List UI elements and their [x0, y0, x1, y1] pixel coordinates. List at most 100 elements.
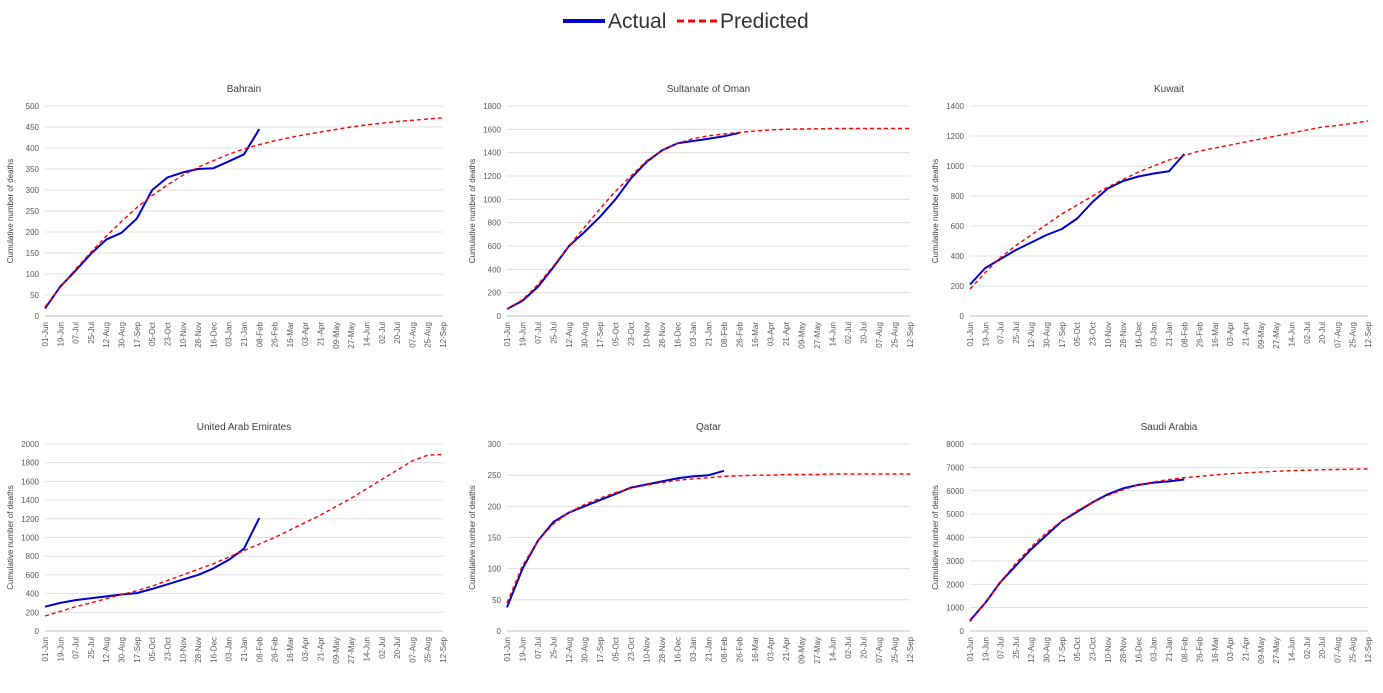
predicted-series-line	[506, 473, 910, 604]
y-tick-label: 1200	[483, 172, 501, 181]
x-tick-label: 16-Mar	[286, 322, 295, 348]
y-tick-label: 2000	[946, 580, 964, 589]
y-tick-label: 1400	[946, 102, 964, 111]
x-tick-label: 03-Jan	[225, 322, 234, 346]
x-tick-label: 07-Aug	[408, 322, 417, 348]
x-tick-label: 25-Aug	[891, 322, 900, 348]
x-tick-label: 30-Aug	[118, 637, 127, 663]
y-tick-label: 250	[26, 207, 40, 216]
y-tick-label: 6000	[946, 487, 964, 496]
chart-qatar: Qatar Cumulative number of deaths 0 50 100 15…	[468, 422, 915, 664]
x-tick-label: 03-Apr	[767, 322, 776, 346]
x-tick-label: 20-Jul	[860, 322, 869, 344]
x-tick-label: 07-Jul	[72, 322, 81, 344]
x-tick-label: 02-Jul	[844, 322, 853, 344]
x-tick-label: 09-May	[798, 322, 807, 349]
chart-title: Kuwait	[1154, 84, 1184, 95]
y-tick-label: 50	[492, 596, 501, 605]
y-tick-label: 1000	[21, 534, 39, 543]
x-tick-label: 12-Sep	[1364, 321, 1373, 347]
x-tick-label: 08-Feb	[1180, 636, 1189, 662]
x-tick-label: 12-Aug	[1027, 637, 1036, 663]
y-tick-label: 600	[26, 571, 40, 580]
x-tick-label: 14-Jun	[362, 637, 371, 661]
x-tick-label: 02-Jul	[1303, 637, 1312, 659]
x-tick-label: 14-Jun	[829, 322, 838, 346]
x-tick-label: 01-Jun	[966, 322, 975, 346]
y-tick-label: 1400	[483, 149, 501, 158]
y-tick-label: 1600	[21, 477, 39, 486]
x-tick-label: 02-Jul	[378, 322, 387, 344]
x-tick-label: 28-Nov	[658, 637, 667, 663]
x-tick-label: 30-Aug	[118, 322, 127, 348]
x-tick-label: 26-Feb	[1196, 321, 1205, 347]
x-tick-label: 12-Aug	[565, 637, 574, 663]
x-tick-label: 23-Oct	[1088, 321, 1097, 346]
x-tick-label: 16-Mar	[1211, 322, 1220, 348]
x-tick-label: 26-Feb	[271, 636, 280, 662]
x-tick-label: 28-Nov	[194, 322, 203, 348]
x-tick-label: 08-Feb	[1180, 321, 1189, 347]
x-tick-label: 21-Jan	[240, 322, 249, 346]
x-tick-label: 27-May	[1272, 637, 1281, 664]
x-tick-label: 19-Jun	[56, 322, 65, 346]
x-tick-label: 03-Apr	[767, 637, 776, 661]
y-tick-label: 600	[488, 242, 502, 251]
predicted-series-line	[969, 468, 1369, 623]
x-tick-label: 23-Oct	[627, 321, 636, 346]
x-tick-label: 17-Sep	[596, 636, 605, 662]
chart-bahrain: Bahrain Cumulative number of deaths 0 50 100…	[6, 84, 448, 349]
y-tick-label: 1000	[483, 195, 501, 204]
y-tick-label: 0	[497, 627, 502, 636]
y-axis-label: Cumulative number of deaths	[468, 485, 477, 590]
x-tick-label: 23-Oct	[1088, 636, 1097, 661]
x-tick-label: 23-Oct	[163, 636, 172, 661]
x-tick-label: 05-Oct	[1073, 636, 1082, 661]
x-tick-label: 01-Jun	[503, 322, 512, 346]
y-tick-label: 150	[488, 534, 502, 543]
x-tick-label: 12-Sep	[439, 321, 448, 347]
x-tick-label: 21-Jan	[705, 637, 714, 661]
actual-series-line	[969, 153, 1186, 286]
x-tick-label: 21-Jan	[1165, 322, 1174, 346]
x-tick-label: 09-May	[798, 637, 807, 664]
y-tick-label: 3000	[946, 557, 964, 566]
x-tick-label: 19-Jun	[519, 637, 528, 661]
chart-title: Bahrain	[227, 84, 261, 95]
x-tick-label: 07-Aug	[875, 637, 884, 663]
x-tick-label: 05-Oct	[148, 321, 157, 346]
x-tick-label: 03-Jan	[225, 637, 234, 661]
x-tick-label: 12-Sep	[1364, 636, 1373, 662]
chart-title: Qatar	[696, 422, 722, 433]
y-tick-label: 1800	[483, 102, 501, 111]
x-tick-label: 25-Aug	[1349, 637, 1358, 663]
y-tick-label: 300	[488, 440, 502, 449]
y-tick-label: 200	[26, 228, 40, 237]
x-tick-label: 27-May	[347, 322, 356, 349]
x-tick-label: 27-May	[813, 322, 822, 349]
x-tick-label: 17-Sep	[133, 636, 142, 662]
chart-united-arab-emirates: United Arab Emirates Cumulative number of…	[6, 422, 448, 664]
y-tick-label: 200	[488, 289, 502, 298]
y-tick-label: 100	[26, 270, 40, 279]
x-tick-label: 17-Sep	[1058, 321, 1067, 347]
y-tick-label: 0	[497, 312, 502, 321]
x-tick-label: 21-Jan	[240, 637, 249, 661]
predicted-series-line	[506, 127, 910, 310]
x-tick-label: 26-Feb	[271, 321, 280, 347]
y-tick-label: 1600	[483, 125, 501, 134]
x-tick-label: 20-Jul	[1318, 637, 1327, 659]
y-tick-label: 0	[35, 312, 40, 321]
y-tick-label: 400	[26, 590, 40, 599]
y-tick-label: 50	[30, 291, 39, 300]
actual-series-line	[506, 131, 740, 310]
x-tick-label: 10-Nov	[179, 637, 188, 663]
y-tick-label: 1200	[21, 515, 39, 524]
chart-kuwait: Kuwait Cumulative number of deaths 0 200 400…	[931, 84, 1373, 349]
x-tick-label: 02-Jul	[1303, 322, 1312, 344]
x-tick-label: 25-Aug	[424, 322, 433, 348]
x-tick-label: 05-Oct	[612, 321, 621, 346]
y-tick-label: 400	[951, 252, 965, 261]
y-tick-label: 800	[488, 219, 502, 228]
